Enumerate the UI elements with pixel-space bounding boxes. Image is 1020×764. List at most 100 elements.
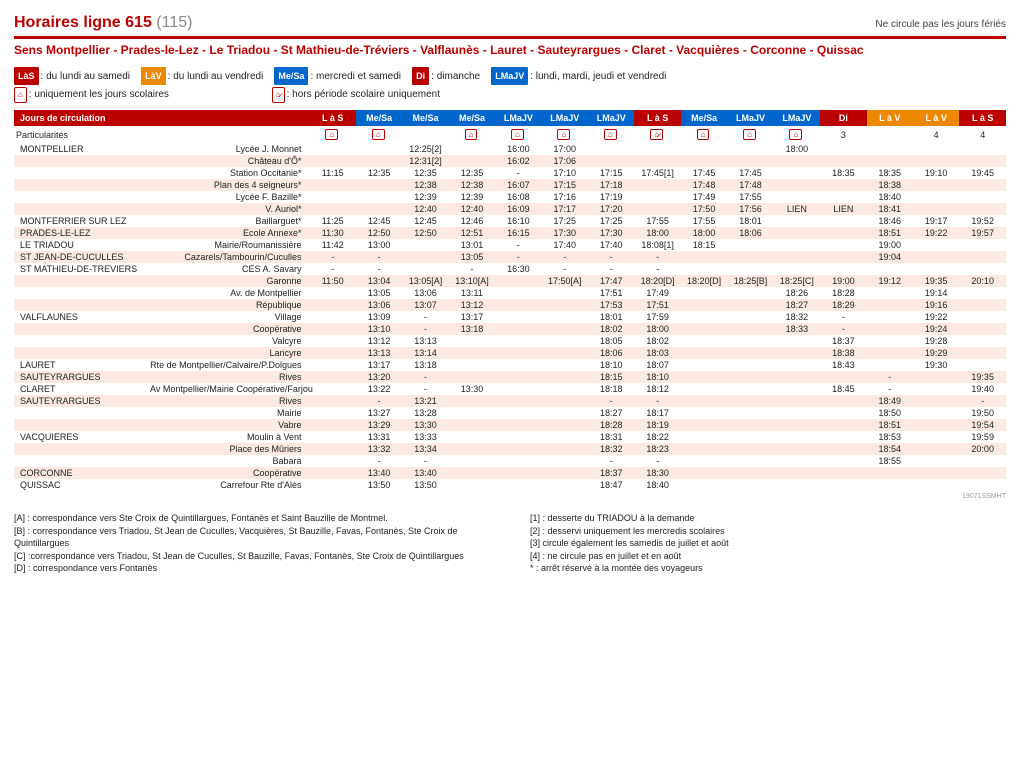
header-row: Jours de circulation L à SMe/SaMe/SaMe/S…: [14, 110, 1006, 126]
time-cell: [727, 407, 773, 419]
time-cell: [820, 479, 866, 491]
time-cell: [356, 179, 402, 191]
time-cell: -: [959, 395, 1006, 407]
time-cell: [820, 431, 866, 443]
school-icon: ⌂: [14, 87, 27, 103]
school-icon: ⌂̷: [650, 129, 663, 140]
time-cell: 17:59: [634, 311, 680, 323]
time-cell: [959, 191, 1006, 203]
time-cell: [727, 263, 773, 275]
time-cell: [727, 251, 773, 263]
time-cell: [634, 191, 680, 203]
time-cell: [495, 395, 541, 407]
time-cell: -: [402, 311, 448, 323]
time-cell: [449, 371, 495, 383]
stop-name: Cazarels/Tambourin/Cuculles: [150, 252, 307, 262]
time-cell: 13:13: [402, 335, 448, 347]
time-cell: 18:27: [774, 299, 820, 311]
time-cell: [681, 359, 727, 371]
stop-name: Ecole Annexe*: [150, 228, 307, 238]
time-cell: 18:02: [634, 335, 680, 347]
time-cell: 13:10: [356, 323, 402, 335]
time-cell: [774, 383, 820, 395]
time-cell: 19:30: [913, 359, 959, 371]
time-cell: 12:31[2]: [402, 155, 448, 167]
time-cell: [913, 419, 959, 431]
time-cell: [309, 371, 355, 383]
time-cell: 18:10: [588, 359, 634, 371]
time-cell: 19:22: [913, 227, 959, 239]
time-cell: [542, 323, 588, 335]
time-cell: [542, 371, 588, 383]
col-header: L à S: [309, 110, 355, 126]
commune-name: [20, 408, 150, 418]
footnote: * : arrêt réservé à la montée des voyage…: [530, 562, 1006, 575]
time-cell: 18:27: [588, 407, 634, 419]
time-cell: -: [867, 383, 913, 395]
commune-name: LE TRIADOU: [20, 240, 150, 250]
time-cell: [495, 311, 541, 323]
time-cell: 17:15: [542, 179, 588, 191]
time-cell: 18:29: [820, 299, 866, 311]
time-cell: 13:18: [402, 359, 448, 371]
time-cell: 18:31: [588, 431, 634, 443]
time-cell: 17:19: [588, 191, 634, 203]
time-cell: 13:34: [402, 443, 448, 455]
particular-cell: 3: [820, 126, 866, 143]
time-cell: [727, 143, 773, 155]
time-cell: [495, 479, 541, 491]
commune-name: SAUTEYRARGUES: [20, 396, 150, 406]
time-cell: 19:29: [913, 347, 959, 359]
time-cell: 18:38: [867, 179, 913, 191]
time-cell: 18:49: [867, 395, 913, 407]
header-label: Jours de circulation: [14, 110, 309, 126]
stop-cell: Château d'Ô*: [14, 155, 309, 167]
tag-mesa: Me/Sa: [274, 67, 308, 85]
stop-name: Babara: [150, 456, 307, 466]
time-cell: [913, 455, 959, 467]
time-cell: [959, 467, 1006, 479]
time-cell: [495, 275, 541, 287]
time-cell: 17:49: [681, 191, 727, 203]
footnote: [A] : correspondance vers Ste Croix de Q…: [14, 512, 490, 525]
col-header: LMaJV: [495, 110, 541, 126]
time-cell: 18:32: [774, 311, 820, 323]
time-cell: [913, 383, 959, 395]
time-cell: [495, 419, 541, 431]
time-cell: -: [588, 395, 634, 407]
time-cell: 18:17: [634, 407, 680, 419]
time-cell: [959, 203, 1006, 215]
time-cell: [681, 383, 727, 395]
time-cell: 17:51: [588, 287, 634, 299]
col-header: LMaJV: [542, 110, 588, 126]
time-cell: 13:30: [449, 383, 495, 395]
commune-name: [20, 192, 150, 202]
time-cell: 17:25: [588, 215, 634, 227]
stop-name: Village: [150, 312, 307, 322]
time-cell: 19:17: [913, 215, 959, 227]
commune-name: CORCONNE: [20, 468, 150, 478]
time-cell: [774, 251, 820, 263]
table-row: Valcyre13:1213:1318:0518:0218:3719:28: [14, 335, 1006, 347]
time-cell: 18:28: [588, 419, 634, 431]
table-row: CLARETAv Montpellier/Mairie Coopérative/…: [14, 383, 1006, 395]
time-cell: -: [634, 263, 680, 275]
time-cell: [820, 251, 866, 263]
time-cell: [356, 155, 402, 167]
time-cell: 18:18: [588, 383, 634, 395]
time-cell: 13:40: [356, 467, 402, 479]
time-cell: 19:00: [820, 275, 866, 287]
commune-name: VACQUIERES: [20, 432, 150, 442]
time-cell: [913, 467, 959, 479]
time-cell: [774, 215, 820, 227]
time-cell: [820, 371, 866, 383]
stop-cell: Av. de Montpellier: [14, 287, 309, 299]
time-cell: 13:00: [356, 239, 402, 251]
col-header: Me/Sa: [402, 110, 448, 126]
time-cell: [309, 443, 355, 455]
footnotes: [A] : correspondance vers Ste Croix de Q…: [14, 512, 1006, 575]
col-header: L à S: [634, 110, 680, 126]
table-row: MONTFERRIER SUR LEZBaillarguet*11:2512:4…: [14, 215, 1006, 227]
time-cell: 13:18: [449, 323, 495, 335]
time-cell: [309, 467, 355, 479]
